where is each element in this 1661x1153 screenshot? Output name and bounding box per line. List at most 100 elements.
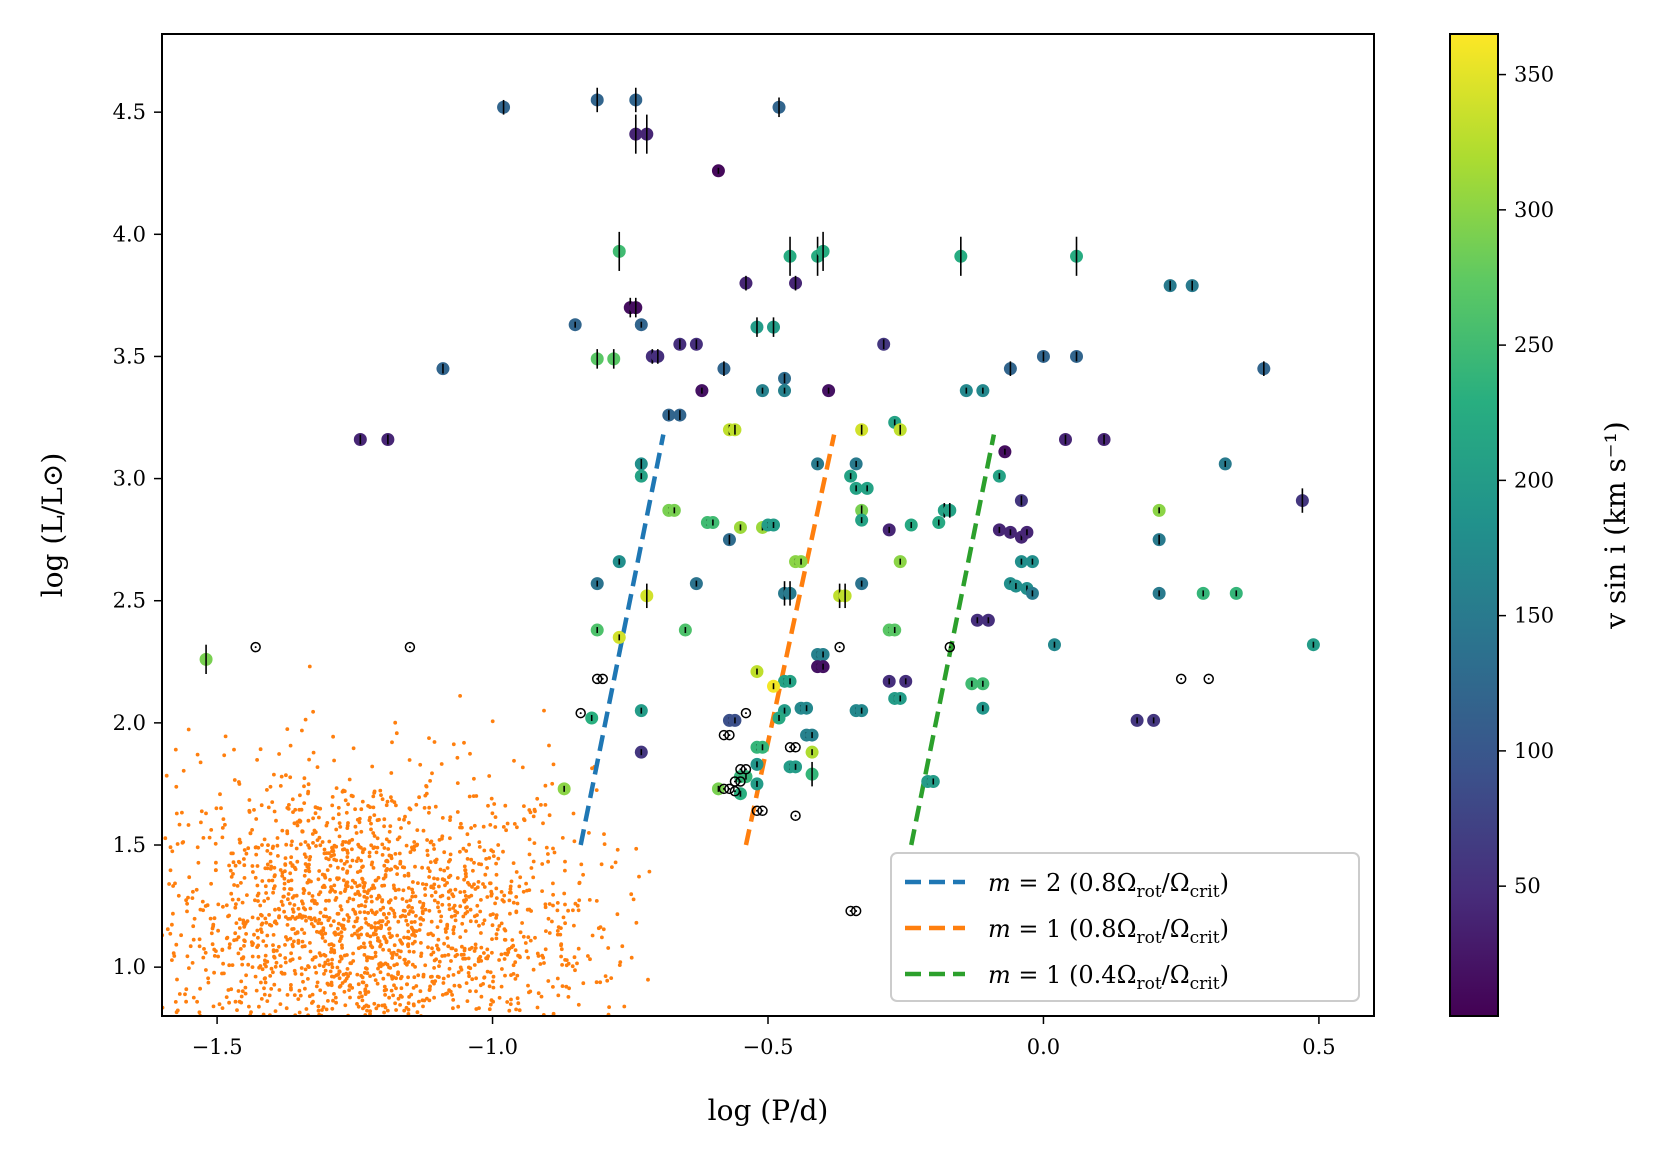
- background-point: [317, 869, 322, 873]
- background-point: [543, 803, 548, 807]
- background-point: [520, 921, 524, 925]
- background-point: [460, 825, 464, 830]
- background-point: [372, 791, 377, 795]
- background-point: [318, 953, 323, 958]
- background-point: [547, 902, 552, 906]
- background-point: [173, 1000, 178, 1004]
- background-point: [437, 964, 441, 968]
- background-point: [463, 929, 468, 933]
- background-point: [502, 893, 507, 898]
- background-point: [391, 950, 396, 955]
- background-point: [262, 837, 267, 842]
- background-point: [487, 1007, 492, 1012]
- background-point: [306, 791, 310, 796]
- background-point: [278, 964, 283, 968]
- background-point: [403, 814, 407, 819]
- background-point: [256, 935, 260, 940]
- background-point: [300, 829, 305, 834]
- instability-line: [578, 434, 666, 846]
- background-point: [573, 968, 577, 973]
- background-point: [242, 944, 246, 948]
- background-point: [272, 772, 276, 777]
- background-point: [286, 879, 291, 884]
- plot-area: [161, 33, 1375, 1017]
- background-point: [515, 973, 520, 978]
- background-point: [598, 980, 603, 985]
- background-point: [496, 843, 501, 847]
- background-point: [220, 948, 225, 952]
- background-point: [395, 872, 399, 876]
- background-point: [237, 917, 242, 922]
- background-point: [479, 945, 484, 950]
- background-point: [323, 939, 328, 944]
- background-point: [330, 965, 335, 970]
- background-point: [358, 869, 363, 873]
- unknown-vsini-point: [724, 783, 735, 795]
- background-point: [410, 906, 414, 910]
- background-point: [448, 858, 452, 862]
- background-point: [300, 939, 305, 944]
- background-point: [244, 851, 249, 856]
- background-point: [391, 908, 395, 913]
- background-point: [520, 765, 525, 770]
- background-point: [376, 938, 380, 943]
- background-point: [442, 941, 446, 946]
- background-point: [385, 1008, 390, 1013]
- background-point: [386, 920, 391, 924]
- background-point: [541, 821, 545, 826]
- background-point: [260, 879, 265, 883]
- background-point: [237, 926, 242, 930]
- background-point: [320, 840, 325, 844]
- background-point: [571, 908, 575, 913]
- background-point: [282, 886, 287, 891]
- background-point: [336, 812, 341, 817]
- background-point: [367, 850, 372, 855]
- background-point: [293, 931, 298, 936]
- background-point: [491, 849, 495, 854]
- background-point: [352, 924, 356, 929]
- background-point: [406, 886, 411, 890]
- background-point: [289, 951, 293, 956]
- unknown-vsini-points: [250, 641, 1214, 917]
- background-point: [393, 720, 398, 725]
- background-point: [254, 852, 259, 857]
- background-point: [232, 883, 237, 887]
- background-point: [263, 958, 267, 963]
- background-point: [226, 914, 230, 919]
- background-point: [392, 983, 396, 988]
- background-point: [472, 949, 477, 953]
- background-point: [407, 904, 411, 908]
- background-point: [473, 942, 478, 947]
- background-point: [262, 986, 266, 991]
- background-point: [432, 740, 437, 744]
- background-point: [505, 821, 510, 826]
- background-point: [236, 989, 241, 993]
- background-point: [237, 860, 242, 865]
- background-point: [495, 927, 500, 932]
- background-point: [360, 975, 365, 980]
- background-point: [427, 805, 432, 810]
- background-point: [176, 893, 181, 898]
- background-point: [372, 834, 377, 838]
- background-point: [235, 884, 240, 888]
- unknown-vsini-center: [855, 909, 858, 912]
- background-point: [301, 891, 306, 895]
- background-point: [615, 847, 620, 852]
- background-point: [260, 967, 265, 972]
- background-point: [477, 923, 481, 928]
- background-point: [412, 847, 417, 852]
- background-point: [399, 940, 403, 944]
- background-point: [203, 950, 208, 955]
- background-point: [365, 891, 370, 895]
- background-point: [457, 983, 462, 988]
- background-point: [485, 895, 490, 899]
- unknown-vsini-point: [845, 905, 856, 917]
- background-point: [230, 963, 235, 967]
- background-point: [446, 896, 451, 901]
- background-point: [408, 807, 413, 812]
- background-point: [439, 914, 444, 919]
- legend-label-part: crit: [1190, 882, 1220, 902]
- background-point: [547, 813, 552, 818]
- background-point: [291, 927, 296, 931]
- background-point: [357, 883, 362, 888]
